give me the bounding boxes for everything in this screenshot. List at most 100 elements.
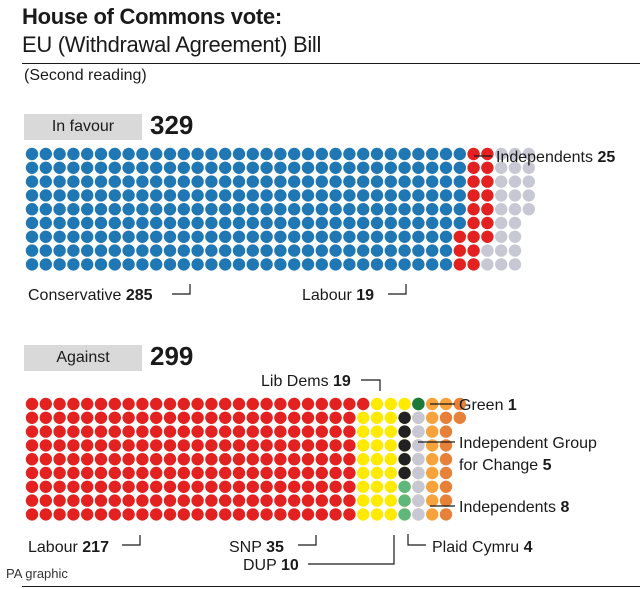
- seat-dot-labour: [122, 397, 135, 411]
- seat-dot-labour: [467, 203, 480, 216]
- seat-dot-conservative: [136, 258, 149, 271]
- seat-dot-labour: [67, 466, 80, 480]
- seat-dot-lib-dems: [426, 453, 439, 466]
- seat-dot-conservative: [191, 244, 204, 257]
- seat-dot-labour: [481, 161, 494, 174]
- seat-dot-conservative: [191, 175, 204, 188]
- seat-dot-snp: [357, 508, 370, 521]
- seat-dot-conservative: [136, 161, 149, 174]
- seat-dot-conservative: [329, 216, 342, 230]
- seat-dot-snp: [357, 494, 370, 507]
- seat-dot-conservative: [426, 147, 439, 161]
- seat-dot-conservative: [25, 216, 39, 230]
- seat-dot-labour: [136, 397, 149, 411]
- seat-dot-conservative: [288, 147, 301, 161]
- seat-dot-labour: [39, 508, 52, 521]
- seat-dot-labour: [191, 480, 204, 493]
- bottom-divider: [22, 586, 640, 587]
- seat-dot-conservative: [177, 189, 190, 202]
- seat-dot-conservative: [39, 230, 52, 243]
- seat-dot-labour: [122, 439, 135, 452]
- seat-dot-snp: [357, 425, 370, 438]
- seat-dot-independents: [495, 230, 508, 243]
- seat-dot-labour: [81, 425, 94, 438]
- seat-dot-conservative: [122, 203, 135, 216]
- seat-dot-conservative: [122, 189, 135, 202]
- seat-dot-labour: [25, 494, 39, 507]
- seat-dot-conservative: [453, 203, 466, 216]
- seat-dot-labour: [315, 425, 328, 438]
- seat-dot-conservative: [232, 216, 246, 230]
- seat-dot-independents: [508, 258, 522, 271]
- seat-dot-independent-group-for-change: [398, 425, 411, 438]
- seat-dot-conservative: [426, 216, 439, 230]
- seat-dot-independents: [495, 203, 508, 216]
- seat-dot-conservative: [370, 216, 384, 230]
- seat-dot-labour: [301, 397, 315, 411]
- seat-dot-labour: [163, 425, 177, 438]
- seat-dot-labour: [260, 508, 273, 521]
- seat-dot-labour: [260, 439, 273, 452]
- seat-dot-labour: [343, 494, 356, 507]
- seat-dot-labour: [288, 466, 301, 480]
- seat-dot-conservative: [260, 147, 273, 161]
- seat-dot-dup: [439, 411, 453, 424]
- seat-dot-labour: [288, 494, 301, 507]
- seat-dot-labour: [260, 453, 273, 466]
- seat-dot-conservative: [122, 147, 135, 161]
- seat-dot-labour: [301, 425, 315, 438]
- seat-dot-conservative: [25, 203, 39, 216]
- seat-dot-conservative: [288, 175, 301, 188]
- seat-dot-conservative: [94, 189, 108, 202]
- seat-dot-labour: [467, 175, 480, 188]
- seat-dot-labour: [191, 508, 204, 521]
- seat-dot-conservative: [67, 244, 80, 257]
- seat-dot-labour: [150, 425, 163, 438]
- seat-dot-conservative: [39, 216, 52, 230]
- seat-dot-conservative: [205, 189, 218, 202]
- seat-dot-labour: [315, 411, 328, 424]
- seat-dot-conservative: [343, 147, 356, 161]
- seat-dot-conservative: [370, 147, 384, 161]
- seat-dot-labour: [108, 494, 122, 507]
- top-divider: [22, 63, 640, 64]
- seat-dot-conservative: [439, 244, 453, 257]
- seat-dot-conservative: [39, 161, 52, 174]
- seat-dot-labour: [81, 439, 94, 452]
- label-independents-favour: Independents 25: [474, 149, 615, 166]
- seat-dot-labour: [67, 453, 80, 466]
- seat-dot-conservative: [177, 258, 190, 271]
- label-conservative: Conservative 285: [28, 284, 191, 304]
- seat-dot-labour: [163, 466, 177, 480]
- seat-dot-snp: [370, 508, 384, 521]
- seat-dot-labour: [122, 508, 135, 521]
- seat-dot-conservative: [191, 161, 204, 174]
- seat-dot-labour: [343, 411, 356, 424]
- seat-dot-labour: [67, 439, 80, 452]
- seat-dot-labour: [108, 425, 122, 438]
- seat-dot-labour: [274, 397, 287, 411]
- seat-dot-conservative: [453, 147, 466, 161]
- seat-dot-conservative: [246, 258, 259, 271]
- seat-dot-labour: [246, 480, 259, 493]
- seat-dot-conservative: [357, 175, 370, 188]
- seat-dot-conservative: [205, 244, 218, 257]
- seat-dot-conservative: [329, 175, 342, 188]
- seat-dot-labour: [136, 453, 149, 466]
- seat-dot-independents: [508, 161, 522, 174]
- seat-dot-independents: [495, 258, 508, 271]
- seat-dot-dup: [439, 494, 453, 507]
- seat-dot-conservative: [384, 216, 397, 230]
- seat-dot-conservative: [53, 161, 66, 174]
- seat-dot-conservative: [177, 216, 190, 230]
- seat-dot-conservative: [205, 147, 218, 161]
- seat-dot-conservative: [453, 189, 466, 202]
- seat-dot-labour: [163, 480, 177, 493]
- seat-dot-labour: [177, 411, 190, 424]
- seat-dot-conservative: [329, 203, 342, 216]
- svg-text:Independent Group: Independent Group: [459, 435, 597, 452]
- label-lib-dems: Lib Dems 19: [261, 373, 381, 391]
- seat-dot-independent-group-for-change: [398, 439, 411, 452]
- seat-dot-conservative: [94, 161, 108, 174]
- seat-dot-independents: [495, 147, 508, 161]
